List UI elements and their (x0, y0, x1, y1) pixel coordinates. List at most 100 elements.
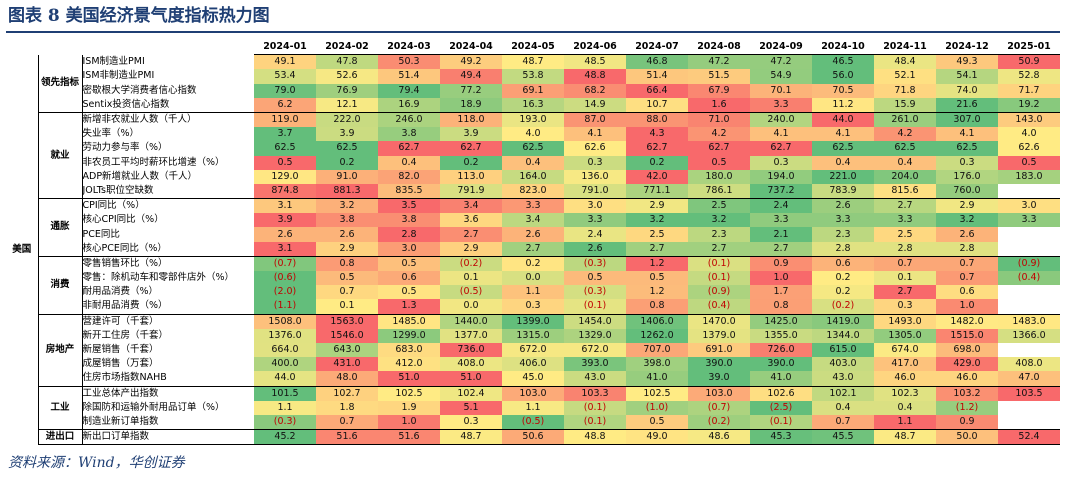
indicator-row: 就业 新增非农就业人数（千人） 119.0 222.0 246.0 118.0 193.0 8… (6, 111, 1060, 199)
value-cell: 0.2 (812, 285, 874, 300)
value-cell: (0.2) (440, 255, 502, 271)
indicator-row: 除国防和运输外耐用品订单（%） 1.1 1.8 1.9 5.1 1.1 (0.1) (1.0)… (6, 400, 1060, 415)
value-cell: 3.2 (316, 198, 378, 214)
value-cell: 737.2 (750, 183, 812, 199)
value-cell: 11.2 (812, 97, 874, 113)
value-cell: 3.0 (998, 198, 1060, 214)
value-cell: (0.4) (688, 299, 750, 315)
value-cell: 49.0 (626, 429, 688, 446)
indicator-row: 零售：除机动车和零部件店外（%） (0.6) 0.5 0.6 0.1 0.0 0.5 0.5(… (6, 271, 1060, 286)
indicator-name: 非农员工平均时薪环比增速（%） (82, 155, 254, 170)
indicator-name: 住房市场指数NAHB (82, 371, 254, 386)
month-header: 2024-10 (812, 40, 874, 56)
month-header: 2024-12 (936, 40, 998, 56)
value-cell: 0.7 (936, 271, 998, 286)
value-cell: 672.0 (502, 342, 564, 358)
value-cell: (0.9) (998, 255, 1060, 271)
value-cell: 1376.0 (254, 328, 316, 343)
month-header: 2024-11 (874, 40, 936, 56)
value-cell: 1485.0 (378, 313, 440, 329)
value-cell: 51.5 (688, 69, 750, 84)
value-cell: 406.0 (502, 357, 564, 372)
value-cell: 51.4 (378, 69, 440, 84)
value-cell: 0.4 (812, 400, 874, 415)
indicator-name: 非耐用品消费（%） (82, 299, 254, 315)
value-cell: 113.0 (440, 169, 502, 184)
value-cell: 2.6 (316, 227, 378, 242)
indicator-name: ISM非制造业PMI (82, 69, 254, 84)
value-cell: 2.8 (936, 241, 998, 257)
value-cell: (0.7) (688, 400, 750, 415)
value-cell: 3.3 (874, 213, 936, 228)
value-cell: 1546.0 (316, 328, 378, 343)
value-cell: 2.8 (812, 241, 874, 257)
value-cell: 698.0 (936, 342, 998, 358)
header-blank (6, 40, 38, 55)
indicator-row: ISM非制造业PMI 53.4 52.6 51.4 49.4 53.8 48.8 51.4 51… (6, 69, 1060, 84)
value-cell: 3.0 (564, 198, 626, 214)
value-cell: 0.7 (874, 255, 936, 271)
value-cell: (1.1) (254, 299, 316, 315)
value-cell: 0.5 (626, 414, 688, 430)
value-cell: 103.3 (564, 385, 626, 401)
value-cell: 51.6 (378, 429, 440, 446)
value-cell: 47.0 (998, 371, 1060, 386)
value-cell: 3.8 (316, 213, 378, 228)
value-cell: 222.0 (316, 111, 378, 128)
value-cell: 47.8 (316, 54, 378, 70)
value-cell (998, 414, 1060, 430)
value-cell: 183.0 (998, 169, 1060, 184)
value-cell: 56.0 (812, 69, 874, 84)
month-header: 2024-01 (254, 40, 316, 56)
group-label: 房地产 (38, 313, 83, 386)
value-cell: 71.7 (998, 83, 1060, 98)
value-cell: 691.0 (688, 342, 750, 358)
value-cell: 0.2 (626, 155, 688, 170)
value-cell: 2.3 (812, 227, 874, 242)
value-cell: 0.5 (688, 155, 750, 170)
value-cell: 53.4 (254, 69, 316, 84)
value-cell: (1.0) (626, 400, 688, 415)
value-cell: 1.7 (750, 285, 812, 300)
value-cell: 52.6 (316, 69, 378, 84)
value-cell: 103.2 (936, 385, 998, 401)
group-label: 领先指标 (38, 54, 83, 113)
indicator-name: PCE同比 (82, 227, 254, 242)
value-cell: 46.5 (812, 54, 874, 70)
indicator-name: CPI同比（%） (82, 198, 254, 214)
value-cell: 4.1 (936, 127, 998, 142)
value-cell: 3.1 (254, 198, 316, 214)
value-cell: 46.0 (874, 371, 936, 386)
value-cell: 3.4 (502, 213, 564, 228)
value-cell (998, 183, 1060, 199)
value-cell: 41.0 (750, 371, 812, 386)
value-cell: 0.7 (316, 285, 378, 300)
value-cell: (0.3) (564, 285, 626, 300)
value-cell: 2.6 (254, 227, 316, 242)
value-cell: 0.7 (936, 255, 998, 271)
indicator-row: 美国 领先指标 ISM制造业PMI 49.1 47.8 50.3 49.2 48.7 48.5 4… (6, 54, 1060, 445)
value-cell: 1.0 (750, 271, 812, 286)
value-cell: 2.1 (750, 227, 812, 242)
value-cell: 835.5 (378, 183, 440, 199)
value-cell: 1493.0 (874, 313, 936, 329)
value-cell: 2.6 (502, 227, 564, 242)
value-cell: (0.1) (688, 271, 750, 286)
value-cell: 1482.0 (936, 313, 998, 329)
value-cell: (0.5) (502, 414, 564, 430)
value-cell: 393.0 (564, 357, 626, 372)
value-cell: 3.3 (998, 213, 1060, 228)
indicator-name: Sentix投资信心指数 (82, 97, 254, 113)
value-cell: 783.9 (812, 183, 874, 199)
value-cell: 0.5 (378, 285, 440, 300)
indicator-row: 非农员工平均时薪环比增速（%） 0.5 0.2 0.4 0.2 0.4 0.3 0.2 0.5 0… (6, 155, 1060, 170)
value-cell: 1329.0 (564, 328, 626, 343)
value-cell: (2.0) (254, 285, 316, 300)
value-cell: 102.7 (316, 385, 378, 401)
value-cell: 180.0 (688, 169, 750, 184)
indicator-name: 成屋销售（万套） (82, 357, 254, 372)
value-cell: 52.4 (998, 429, 1060, 446)
value-cell: 71.8 (874, 83, 936, 98)
value-cell: 4.2 (688, 127, 750, 142)
value-cell: 0.4 (874, 400, 936, 415)
